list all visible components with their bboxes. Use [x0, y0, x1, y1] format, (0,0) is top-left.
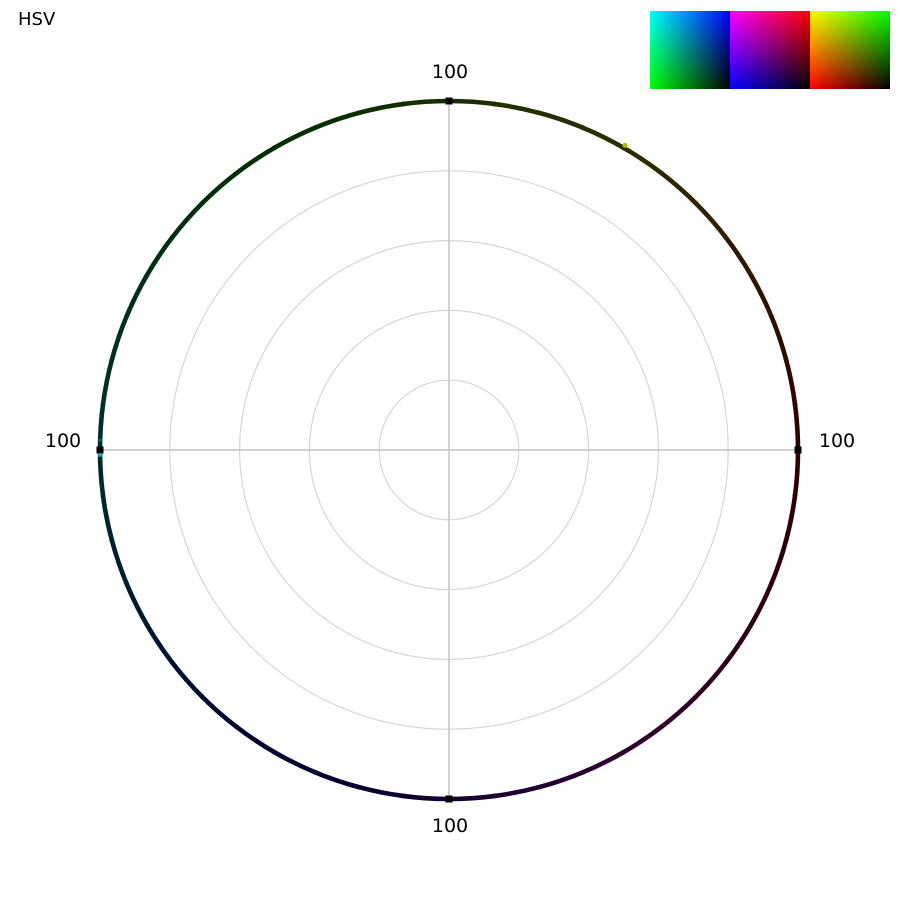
page-title: HSV — [18, 9, 56, 30]
legend-swatch-red-green-face — [810, 11, 890, 89]
legend-swatch-green-blue-face — [650, 11, 730, 89]
rgb-cube-legend — [650, 11, 890, 89]
radial-tick-label-right: 100 — [818, 430, 856, 452]
radial-tick-label-bottom: 100 — [431, 815, 469, 837]
legend-swatch-red-blue-face — [730, 11, 810, 89]
radial-tick-label-top: 100 — [431, 61, 469, 83]
radial-tick-label-left: 100 — [44, 430, 82, 452]
